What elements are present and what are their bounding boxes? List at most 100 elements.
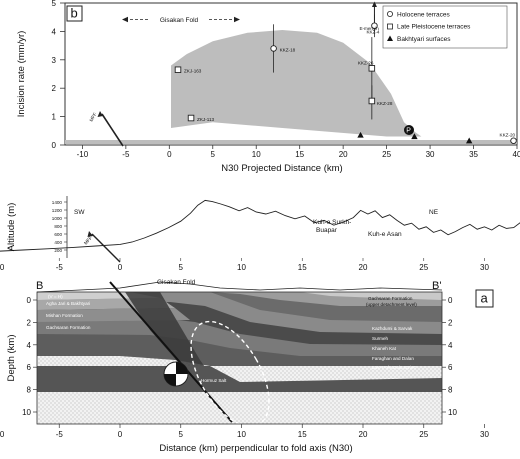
bakhtyari-point (465, 137, 473, 144)
a-depth-label-right: 10 (448, 408, 457, 417)
kuh-surkh-label: Kuh-e Surkh- (313, 219, 351, 226)
legend-pleistocene: Late Pleistocene terraces (397, 24, 471, 31)
b-data-points: KKZ-18 KKZ-4 KKZ-20 ZKJ-163 ZKJ-113 KKZ-26 KKZ… (174, 1, 517, 144)
formation-left2: Mishan Formation (46, 313, 83, 318)
holocene-point (510, 137, 517, 144)
a-depth-label-left: 0 (27, 296, 32, 305)
a-x-tick-label: 25 (419, 430, 428, 439)
sample-label: ZKJ-163 (184, 69, 202, 74)
profile-y-tick-label: 1200 (52, 208, 63, 213)
legend-bakhtyari-symbol (387, 35, 393, 41)
b-x-tick-label: 10 (252, 150, 261, 159)
emenyin-label: E-menyin (359, 26, 379, 31)
kkz4-up-arrow (371, 1, 377, 7)
formation-kazhdumi: Kazhdumi & Sarvak (372, 326, 413, 331)
a-depth-label-right: 4 (448, 341, 453, 350)
b-x-tick-label: 0 (167, 150, 172, 159)
main-fault (109, 281, 233, 423)
formation-surmeh: Surmeh (372, 336, 389, 341)
a-x-tick-label: 5 (179, 430, 184, 439)
a-depth-label-left: 8 (27, 386, 32, 395)
profile-y-tick-label: 600 (54, 232, 62, 237)
profile-x-tick-label: 10 (237, 263, 246, 272)
gisakan-fold-label-a: Gisakan Fold (157, 279, 196, 286)
legend-bakhtyari: Bakhtyari surfaces (397, 36, 451, 43)
holocene-point (371, 22, 378, 29)
pleistocene-point (187, 114, 195, 122)
profile-x-tick-label: -5 (56, 263, 64, 272)
legend-holocene: Holocene terraces (397, 11, 450, 18)
fold-arrowhead-right (234, 16, 240, 23)
b-x-tick-label: 35 (469, 150, 478, 159)
sample-label: KKZ-28 (377, 101, 393, 106)
b-y-ticks: 0 1 2 3 4 5 (52, 0, 65, 150)
profile-y-tick-label: 1000 (52, 216, 63, 221)
focal-quadrant-2 (164, 374, 176, 386)
b-y-tick-label: 0 (52, 141, 57, 150)
profile-x-tick-label: -10 (0, 263, 5, 272)
profile-y-axis-title: Altitude (m) (6, 203, 17, 252)
a-depth-label-right: 0 (448, 296, 453, 305)
profile-y-tick-label: 800 (54, 224, 62, 229)
a-x-tick-label: 15 (298, 430, 307, 439)
holocene-point (270, 45, 277, 52)
b-x-tick-label: 15 (295, 150, 304, 159)
a-depth-label-right: 6 (448, 363, 453, 372)
b-y-tick-label: 3 (52, 56, 57, 65)
profile-x-tick-label: 0 (118, 263, 123, 272)
incision-envelope (171, 30, 422, 137)
section-surface (36, 281, 443, 293)
profile-x-tick-label: 30 (480, 263, 489, 272)
formation-late-paleozoic: Late Paleozoic series (372, 365, 416, 370)
sw-label: SW (74, 209, 85, 216)
panel-a-label-box (475, 289, 494, 308)
profile-y-tick-label: 200 (54, 248, 62, 253)
b-y-tick-label: 4 (52, 27, 57, 36)
mff-arrow-b (97, 111, 103, 117)
profile-y-ticks: 200 400 600 800 1000 1200 1400 (52, 200, 67, 253)
layer-hormuz (37, 366, 442, 392)
a-x-tick-label: 30 (480, 430, 489, 439)
sample-label: KKZ-26 (358, 60, 374, 65)
b-x-tick-label: -5 (122, 150, 130, 159)
panel-a: Agha Jari & Bakhtyari Mishan Formation G… (0, 279, 494, 454)
bakhtyari-point (357, 131, 364, 138)
pleistocene-point (368, 65, 376, 72)
b-y-tick-label: 2 (52, 84, 57, 93)
sample-label: KKZ-4 (366, 30, 379, 35)
profile-x-tick-label: 5 (179, 263, 184, 272)
profile-y-tick-label: 400 (54, 240, 62, 245)
formation-gach-detach: (upper detachment level) (366, 302, 417, 307)
profile-y-tick-label: 1400 (52, 200, 63, 205)
a-depth-label-left: 4 (27, 341, 32, 350)
a-x-tick-label: 10 (237, 430, 246, 439)
a-depth-label-left: 2 (27, 318, 32, 327)
b-x-axis-title: N30 Projected Distance (km) (221, 163, 342, 174)
formation-hormuz: Hormuz Salt (201, 378, 227, 383)
a-depth-label-right: 2 (448, 318, 453, 327)
b-x-tick-label: -10 (77, 150, 89, 159)
pleistocene-point (368, 97, 376, 105)
legend-pleistocene-symbol (387, 23, 393, 30)
a-x-tick-label: 0 (118, 430, 123, 439)
sample-label: KKZ-20 (500, 133, 516, 138)
profile-x-tick-label: 15 (298, 263, 307, 272)
profile-x-ticks: -10 -5 0 5 10 15 20 25 30 (0, 258, 489, 272)
mff-fault-line-profile (91, 233, 121, 263)
vh-label: (V = H) (48, 294, 63, 299)
sample-label: ZKJ-113 (197, 117, 214, 122)
a-y-axis-title: Depth (km) (6, 335, 17, 382)
formation-faraghan: Faraghan and Dalan (372, 356, 414, 361)
basement-dotted (37, 392, 442, 424)
p-marker (404, 125, 414, 135)
mff-label-profile: MFF (83, 235, 93, 246)
topography-line (0, 199, 520, 252)
panel-b: 0 1 2 3 4 5 -10 -5 0 5 10 15 20 25 30 35 40 KKZ-18 KKZ-4… (16, 0, 520, 174)
focal-quadrant-1 (176, 362, 188, 374)
b-y-tick-label: 5 (52, 0, 57, 8)
formation-left1: Agha Jari & Bakhtyari (46, 301, 90, 306)
mff-fault-line-b (101, 113, 124, 147)
b-y-tick-label: 1 (52, 113, 57, 122)
mff-label-b: MFF (89, 112, 98, 123)
